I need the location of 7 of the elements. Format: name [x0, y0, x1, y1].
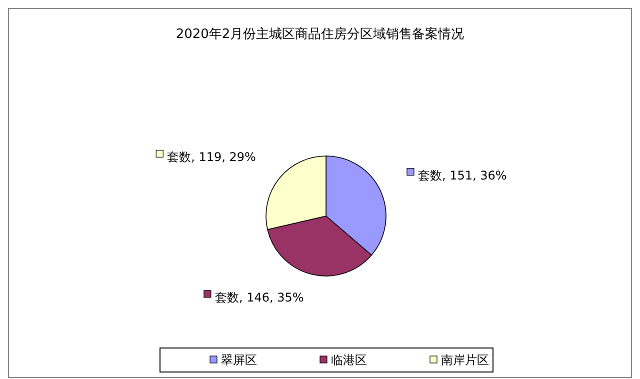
legend-label: 临港区: [331, 353, 367, 367]
data-label: 套数, 151, 36%: [418, 168, 507, 182]
legend-label: 南岸片区: [441, 353, 489, 367]
data-label: 套数, 119, 29%: [167, 150, 256, 164]
legend-label: 翠屏区: [221, 353, 257, 367]
chart-title: 2020年2月份主城区商品住房分区域销售备案情况: [176, 26, 464, 42]
data-label: 套数, 146, 35%: [214, 290, 304, 304]
